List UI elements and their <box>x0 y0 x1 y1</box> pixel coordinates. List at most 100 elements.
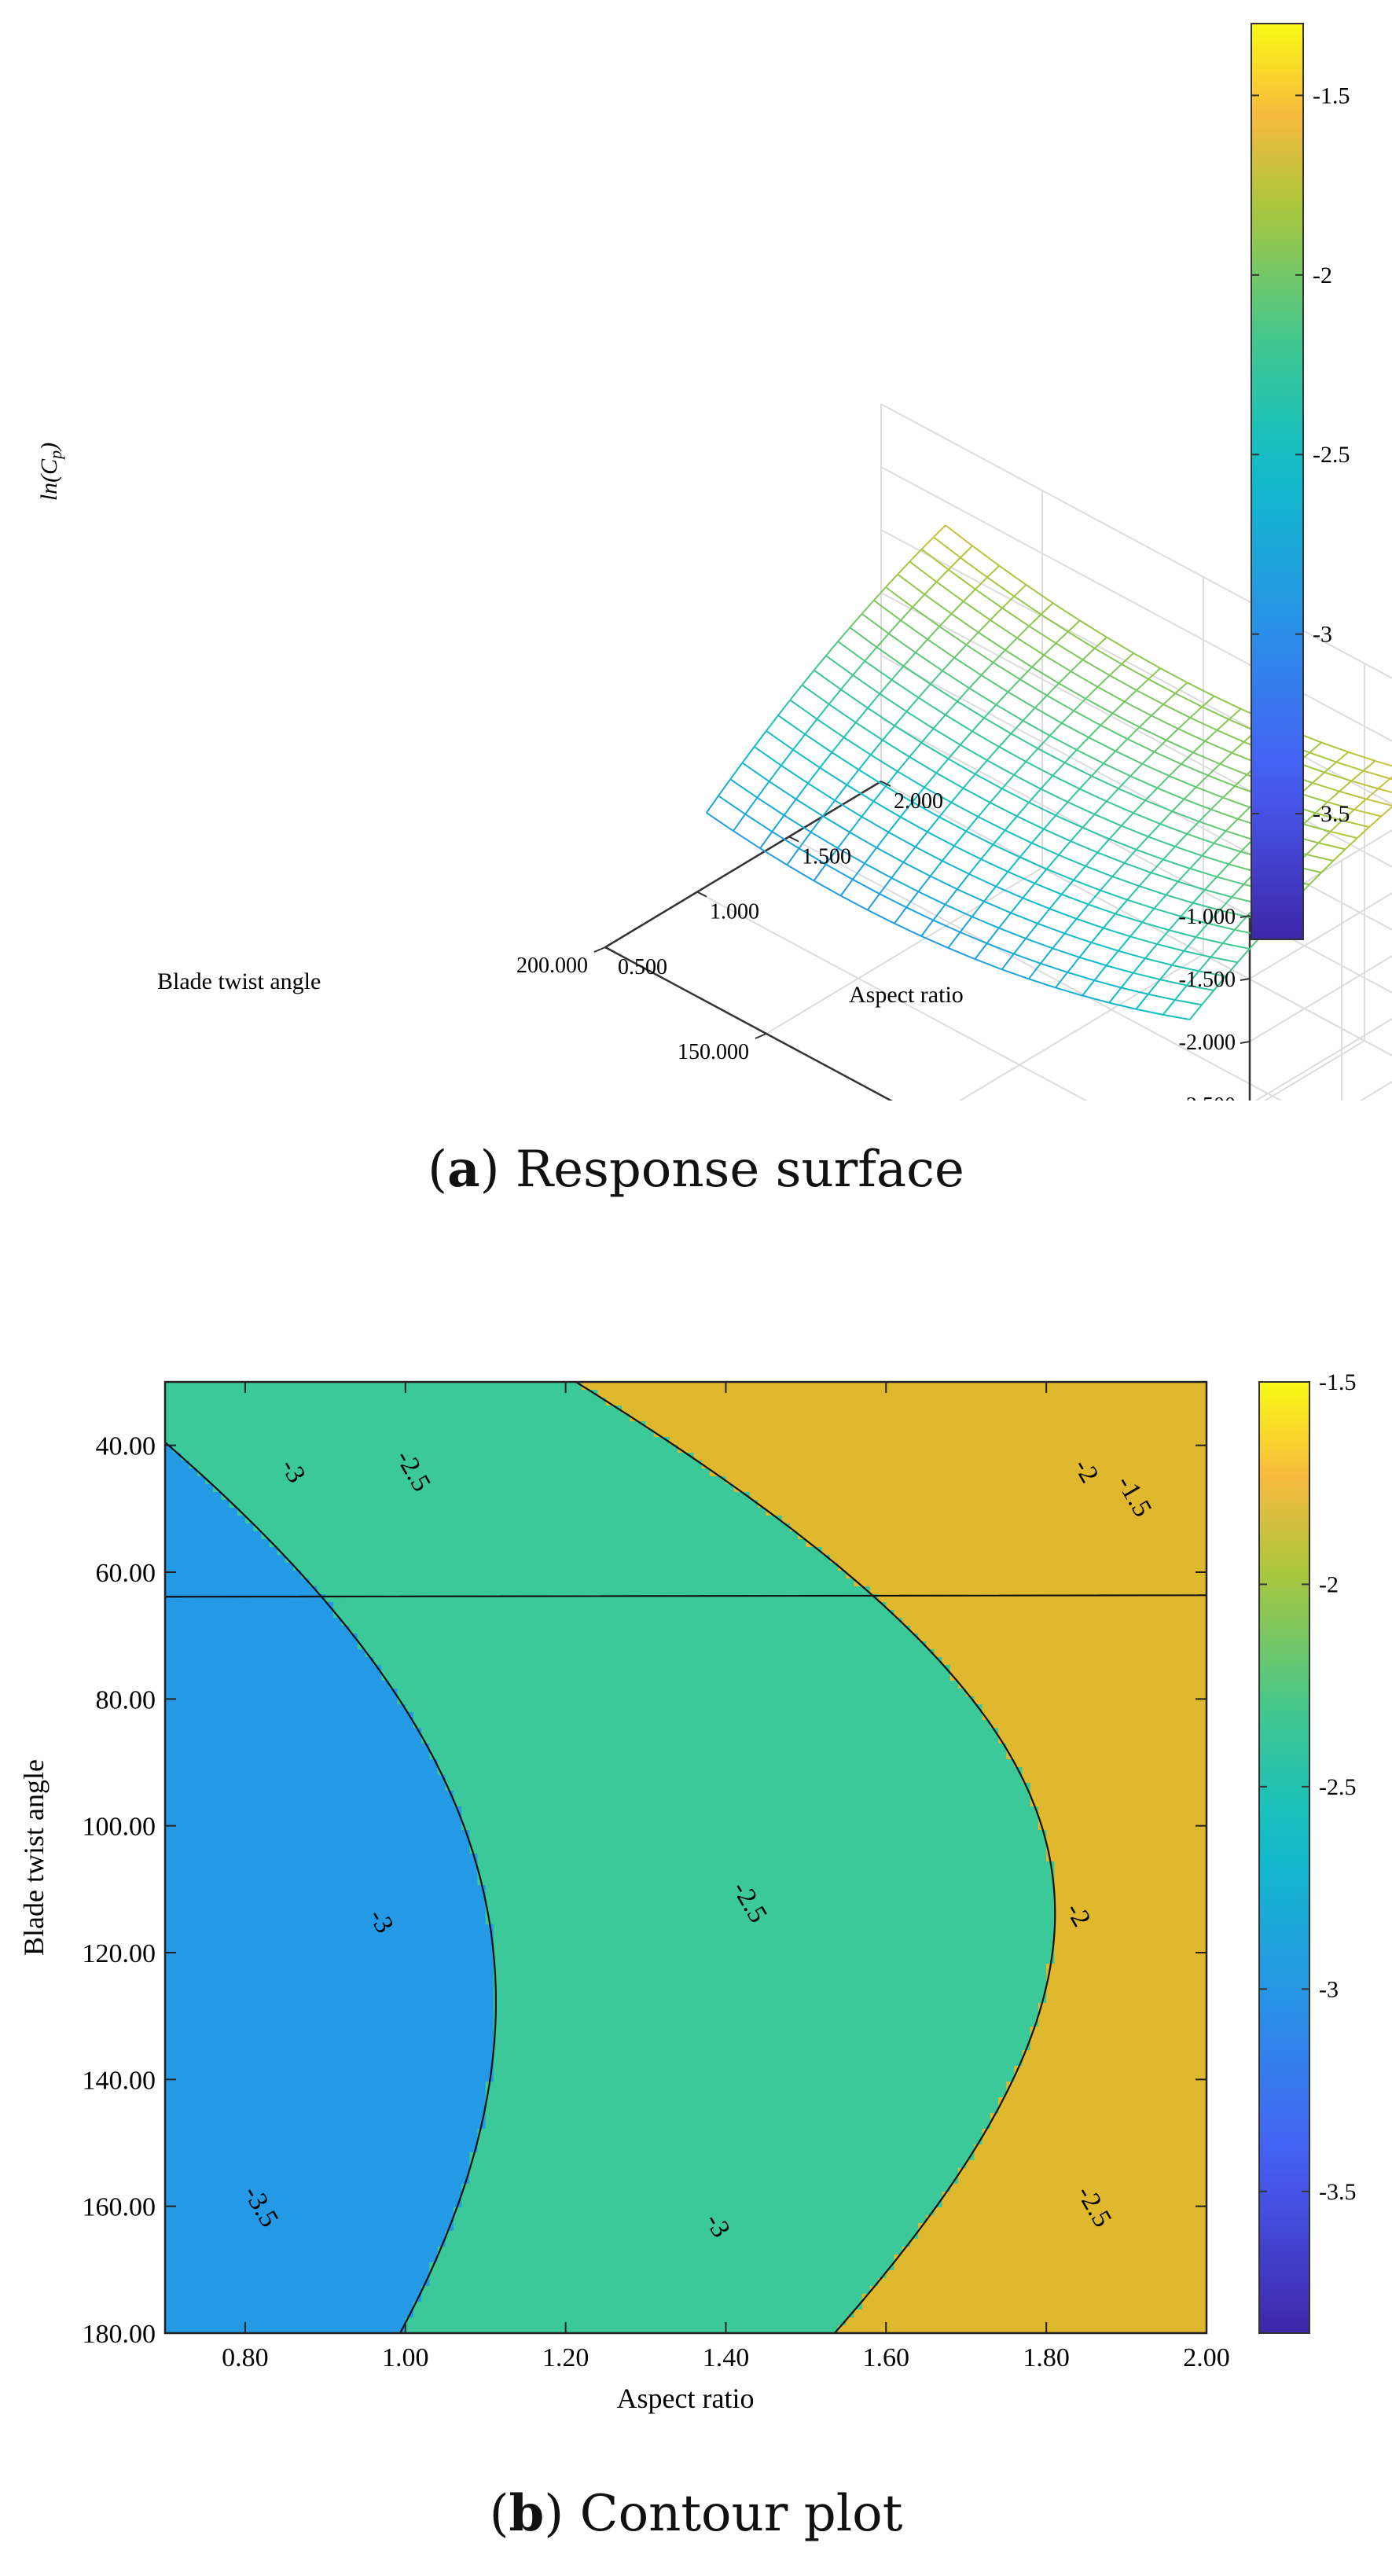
mesh-line <box>1148 667 1162 680</box>
mesh-line <box>879 893 907 909</box>
contour-band <box>990 2121 1207 2130</box>
mesh-line <box>1141 921 1170 932</box>
mesh-line <box>962 588 976 602</box>
contour-band <box>165 1759 439 1768</box>
contour-band <box>958 2168 1207 2177</box>
mesh-line <box>891 665 905 681</box>
grid-line <box>696 891 1088 1101</box>
mesh-line <box>846 769 860 786</box>
mesh-line <box>1013 953 1041 965</box>
mesh-line <box>1111 862 1126 877</box>
mesh-line <box>930 683 958 703</box>
grid-line <box>604 946 893 1101</box>
mesh-line <box>1034 695 1048 709</box>
contour-band <box>1030 1799 1207 1807</box>
mesh-line <box>1040 947 1054 965</box>
mesh-line <box>1151 704 1164 717</box>
mesh-line <box>909 549 923 563</box>
contour-band <box>949 1665 1207 1674</box>
mesh-line <box>813 863 827 881</box>
mesh-line <box>1199 821 1226 832</box>
colorbar-tick-label: -2.5 <box>1319 1774 1357 1800</box>
contour-band <box>653 1429 1207 1438</box>
mesh-line <box>1169 929 1196 939</box>
colorbar-scale <box>1258 1381 1310 2334</box>
mesh-line <box>1159 965 1173 980</box>
contour-band <box>966 1689 1207 1697</box>
mesh-line <box>1096 674 1111 688</box>
mesh-line <box>995 885 1023 899</box>
mesh-line <box>917 683 931 699</box>
mesh-line <box>882 739 910 758</box>
contour-band <box>165 1445 174 1453</box>
mesh-line <box>1082 979 1096 997</box>
contour-band <box>165 1429 655 1438</box>
contour-band <box>1006 2089 1207 2098</box>
mesh-line <box>1154 751 1182 765</box>
mesh-line <box>1058 840 1071 856</box>
mesh-line <box>1043 814 1056 830</box>
contour-band <box>894 1610 1207 1619</box>
contour-band <box>1030 1783 1207 1791</box>
contour-band <box>437 1767 1023 1776</box>
mesh-line <box>1329 819 1343 832</box>
contour-band <box>429 2270 887 2279</box>
contour-band <box>1054 1916 1207 1925</box>
y-tick-label: 150.000 <box>678 1040 749 1064</box>
mesh-line <box>948 758 976 775</box>
mesh-line <box>975 588 1003 609</box>
mesh-line <box>1070 671 1099 688</box>
mesh-line <box>849 816 863 833</box>
contour-band <box>477 1861 1055 1870</box>
mesh-line <box>1327 801 1355 810</box>
mesh-line <box>1174 845 1203 857</box>
contour-band <box>493 1995 1047 2004</box>
mesh-line <box>1025 748 1039 763</box>
mesh-line <box>1064 932 1092 943</box>
contour-band <box>469 2152 975 2161</box>
contour-band <box>165 1586 318 1595</box>
mesh-line <box>822 815 850 833</box>
mesh-line <box>1201 695 1215 707</box>
contour-band <box>165 1885 487 1894</box>
contour-band <box>165 2144 479 2153</box>
mesh-line <box>992 843 1020 858</box>
contour-band <box>582 1382 1207 1391</box>
contour-band <box>886 1602 1207 1611</box>
mesh-line <box>980 843 994 860</box>
mesh-line <box>1001 595 1015 609</box>
contour-band <box>493 2050 1023 2059</box>
mesh-line <box>1094 814 1122 827</box>
mesh-line <box>1013 761 1027 776</box>
contour-band <box>445 1775 1023 1784</box>
mesh-line <box>1022 707 1036 722</box>
contour-band <box>165 1767 439 1776</box>
mesh-line <box>1109 674 1137 691</box>
mesh-line <box>861 600 875 615</box>
contour-band <box>173 1445 678 1453</box>
contour-band <box>982 2129 1207 2137</box>
contour-band <box>838 1563 1207 1571</box>
contour-band <box>165 1500 230 1508</box>
mesh-line <box>1309 741 1322 754</box>
contour-band <box>165 1751 430 1760</box>
contour-band <box>493 2019 1039 2027</box>
mesh-line <box>1174 682 1188 694</box>
mesh-line <box>789 684 803 701</box>
contour-line <box>0 1382 108 2333</box>
x-tick-label: 1.500 <box>802 844 851 869</box>
contour-band <box>204 1476 727 1485</box>
mesh-line <box>932 919 960 933</box>
contour-band <box>253 1523 791 1532</box>
mesh-line <box>1118 788 1146 802</box>
mesh-line <box>900 606 913 621</box>
mesh-line <box>1192 889 1206 904</box>
contour-band <box>493 1940 1055 1949</box>
mesh-line <box>1320 860 1335 873</box>
mesh-line <box>1060 879 1074 895</box>
contour-band <box>485 2089 1007 2098</box>
mesh-line <box>1085 697 1113 715</box>
mesh-line <box>1129 775 1158 789</box>
contour-band <box>413 1720 991 1729</box>
mesh-line <box>912 606 940 627</box>
